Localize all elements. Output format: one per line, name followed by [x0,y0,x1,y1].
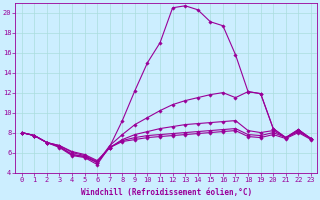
X-axis label: Windchill (Refroidissement éolien,°C): Windchill (Refroidissement éolien,°C) [81,188,252,197]
